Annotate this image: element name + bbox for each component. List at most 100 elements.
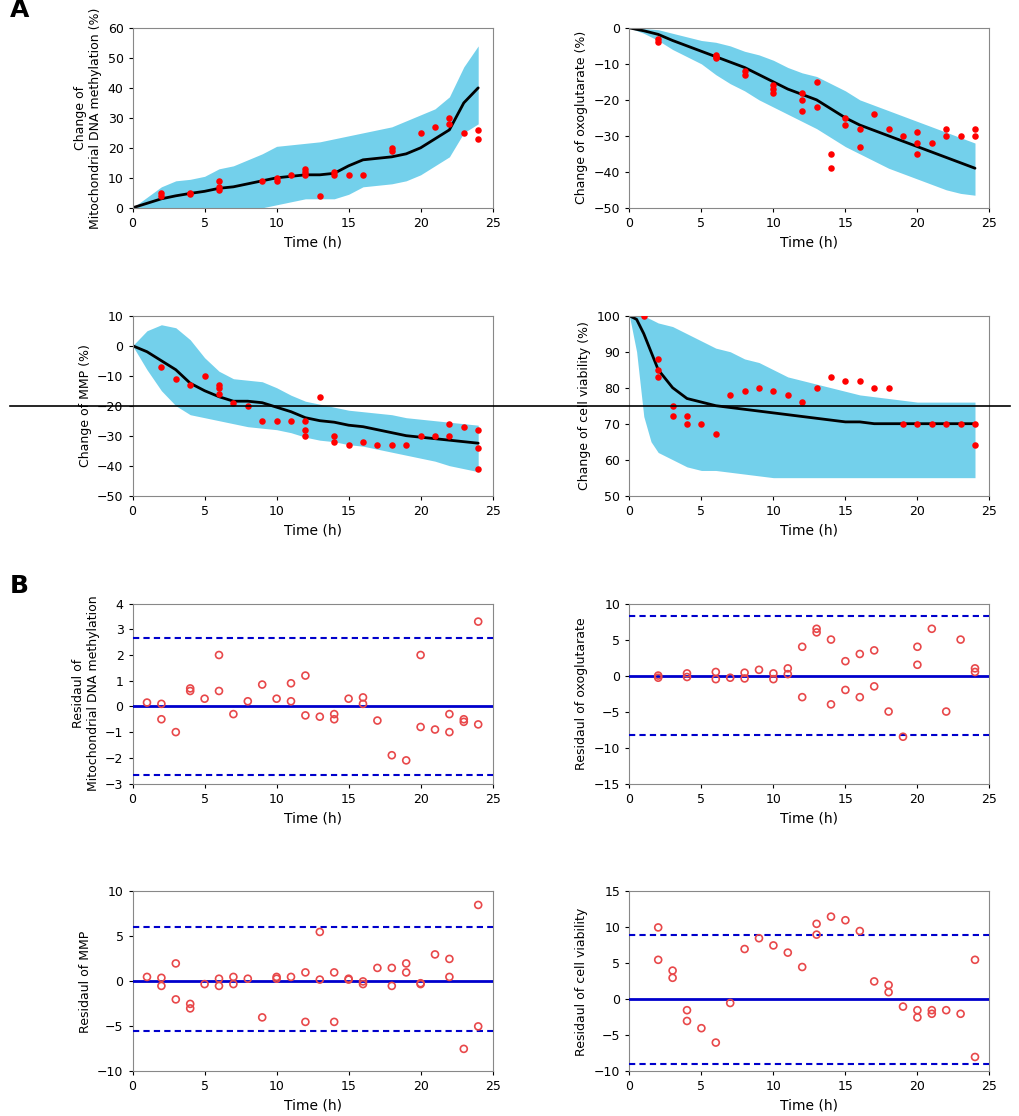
Point xyxy=(693,415,709,433)
Point xyxy=(383,138,399,156)
Point xyxy=(312,708,328,725)
Point xyxy=(297,166,313,184)
Point xyxy=(197,690,213,708)
Point xyxy=(153,976,169,994)
Point xyxy=(412,974,428,992)
Point xyxy=(397,435,414,453)
Y-axis label: Change of
Mitochondrial DNA methylation (%): Change of Mitochondrial DNA methylation … xyxy=(74,7,102,229)
Point xyxy=(808,98,824,116)
Point xyxy=(441,950,458,968)
Point xyxy=(383,959,399,976)
Y-axis label: Residaul of cell viability: Residaul of cell viability xyxy=(575,907,588,1056)
Point xyxy=(470,129,486,147)
Point xyxy=(355,689,371,706)
Point xyxy=(908,145,924,163)
Point xyxy=(966,415,982,433)
Point xyxy=(340,435,357,453)
Point xyxy=(340,970,357,988)
Point xyxy=(952,415,968,433)
Point xyxy=(908,638,924,656)
Point xyxy=(851,645,867,663)
X-axis label: Time (h): Time (h) xyxy=(283,811,341,825)
Point xyxy=(397,963,414,981)
Point xyxy=(865,972,881,990)
Point xyxy=(937,1001,954,1019)
Point xyxy=(908,1001,924,1019)
Point xyxy=(865,642,881,660)
Point xyxy=(153,358,169,376)
Point xyxy=(750,930,766,947)
Point xyxy=(764,664,781,682)
Point xyxy=(837,372,853,389)
Point xyxy=(851,372,867,389)
Point xyxy=(455,124,472,142)
Point xyxy=(808,915,824,933)
Point xyxy=(879,983,896,1001)
Point xyxy=(268,169,284,186)
Point xyxy=(355,166,371,184)
Point xyxy=(837,652,853,670)
Point xyxy=(470,439,486,456)
Point xyxy=(879,378,896,396)
Point xyxy=(663,397,680,415)
Point xyxy=(679,664,695,682)
Point xyxy=(966,660,982,677)
Point xyxy=(879,703,896,721)
Point xyxy=(649,918,665,936)
Y-axis label: Residaul of MMP: Residaul of MMP xyxy=(78,931,92,1032)
Point xyxy=(254,412,270,430)
Point xyxy=(879,976,896,994)
Point xyxy=(837,681,853,699)
Point xyxy=(181,185,198,203)
Point xyxy=(837,116,853,134)
Point xyxy=(764,77,781,95)
Point xyxy=(282,692,299,710)
Point xyxy=(153,184,169,202)
Point xyxy=(649,368,665,386)
Point xyxy=(441,968,458,985)
Point xyxy=(326,963,342,981)
Point xyxy=(426,945,442,963)
Point xyxy=(908,134,924,152)
Point xyxy=(181,995,198,1013)
Point xyxy=(239,970,256,988)
Y-axis label: Change of oxoglutarate (%): Change of oxoglutarate (%) xyxy=(575,31,588,204)
Point xyxy=(153,969,169,987)
Point xyxy=(894,728,910,745)
Point xyxy=(808,619,824,637)
Point xyxy=(383,142,399,160)
Point xyxy=(894,998,910,1016)
Point xyxy=(663,407,680,425)
Point xyxy=(383,976,399,994)
Point xyxy=(211,376,227,394)
Point xyxy=(254,1009,270,1027)
Point xyxy=(793,90,809,108)
Point xyxy=(952,1004,968,1022)
Point xyxy=(793,638,809,656)
Point xyxy=(837,109,853,127)
Point xyxy=(937,127,954,145)
Point xyxy=(952,631,968,648)
Point xyxy=(426,426,442,444)
Point xyxy=(923,134,940,152)
Point xyxy=(721,668,738,686)
Point xyxy=(297,1013,313,1031)
Point xyxy=(679,407,695,425)
Point xyxy=(455,417,472,435)
Point xyxy=(254,675,270,693)
Point xyxy=(369,712,385,730)
X-axis label: Time (h): Time (h) xyxy=(780,811,838,825)
Point xyxy=(225,705,242,723)
Point xyxy=(894,127,910,145)
Point xyxy=(470,715,486,733)
Point xyxy=(635,307,651,325)
Point xyxy=(167,369,183,387)
Point xyxy=(750,378,766,396)
Point xyxy=(837,912,853,930)
Point xyxy=(851,137,867,155)
Point xyxy=(663,969,680,987)
Point xyxy=(297,160,313,177)
X-axis label: Time (h): Time (h) xyxy=(283,1099,341,1113)
Point xyxy=(779,660,795,677)
Point xyxy=(707,48,723,66)
